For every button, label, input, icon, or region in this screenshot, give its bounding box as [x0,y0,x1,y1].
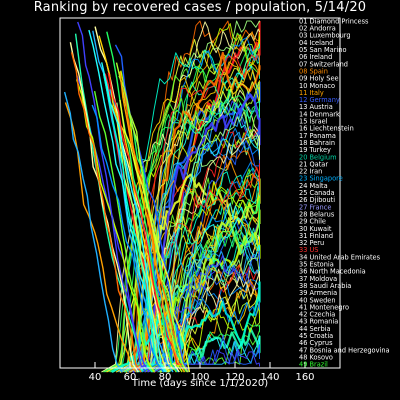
legend-entry: 20 Belgium [299,153,337,161]
legend-entry: 01 Diamond Princess [299,17,369,25]
legend-entry: 24 Malta [299,182,328,190]
series-line [121,48,260,373]
legend-entry: 27 France [299,203,331,211]
series-line [118,75,189,373]
legend-entry: 43 Romania [299,318,338,326]
legend-entry: 21 Qatar [299,160,328,168]
legend-entry: 31 Finland [299,232,333,240]
legend-entry: 14 Denmark [299,110,340,118]
legend-entry: 38 Saudi Arabia [299,282,351,290]
legend-entry: 04 Iceland [299,39,333,47]
series-line [129,111,260,373]
series-line [102,73,164,373]
series-line [157,161,260,373]
legend-entry: 26 Djibouti [299,196,335,204]
legend-entry: 23 Singapore [299,175,343,183]
legend-entry: 07 Switzerland [299,60,348,68]
chart-title: Ranking by recovered cases / population,… [33,0,367,15]
series-line [153,250,260,373]
series-line [127,168,260,373]
x-tick-label: 40 [89,372,102,383]
legend-entry: 39 Armenia [299,289,337,297]
legend-entry: 34 United Arab Emirates [299,253,381,261]
series-line [165,294,260,373]
series-line [144,197,260,373]
x-tick-label: 100 [190,372,209,383]
legend-entry: 47 Bosnia and Herzegovina [299,346,390,354]
x-tick-label: 140 [260,372,279,383]
series-line [119,99,191,373]
x-tick-label: 160 [295,372,314,383]
legend-entry: 25 Canada [299,189,335,197]
series-line [159,209,261,373]
legend-entry: 13 Austria [299,103,333,111]
series-line [144,174,260,373]
legend-entry: 03 Luxembourg [299,32,351,40]
series-line [64,102,137,373]
series-line [91,104,164,373]
legend-entry: 22 Iran [299,168,322,176]
legend-entry: 18 Bahrain [299,139,335,147]
legend-entry: 05 San Marino [299,46,346,54]
legend-entry: 44 Serbia [299,325,331,333]
series-line [77,21,150,373]
series-line [103,44,260,373]
legend-entry: 33 US [299,246,319,254]
legend-entry: 45 Croatia [299,332,333,340]
x-tick-label: 80 [159,372,172,383]
series-line [116,102,168,373]
series-line [163,324,260,373]
series-line [106,206,260,373]
legend-entry: 41 Montenegro [299,303,349,311]
legend-entry: 08 Spain [299,67,328,75]
legend-entry: 16 Liechtenstein [299,125,354,133]
legend-entry: 17 Panama [299,132,336,140]
series-line [129,257,260,373]
legend-entry: 28 Belarus [299,210,335,218]
legend-entry: 12 Germany [299,96,340,104]
series-line [132,93,261,373]
legend-entry: 10 Monaco [299,82,335,90]
series-line [106,31,178,373]
series-line [70,52,142,373]
series-line [121,20,260,373]
series-line [146,254,260,373]
x-axis: 40 60 80 100 120 140 160 [89,362,315,383]
series-lines [63,20,261,373]
series-line [113,38,260,373]
legend-entry: 35 Estonia [299,261,334,269]
legend-entry: 02 Andorra [299,25,336,33]
legend-entry: 48 Kosovo [299,353,333,361]
legend-entry: 42 Czechia [299,311,335,319]
legend-entry: 40 Sweden [299,296,336,304]
legend-entry: 37 Moldova [299,275,337,283]
series-line [63,91,123,373]
legend-entry: 11 Italy [299,89,324,97]
series-line [101,62,167,373]
series-line [136,128,260,373]
series-line [102,98,260,373]
legend-entry: 30 Kuwait [299,225,332,233]
legend-entry: 09 Holy See [299,75,339,83]
legend-entry: 06 Ireland [299,53,332,61]
legend-entry: 46 Cyprus [299,339,333,347]
x-axis-label: Time (days since 1/1/2020) [131,378,269,389]
x-tick-label: 60 [124,372,137,383]
series-line [93,90,154,373]
legend-entry: 36 North Macedonia [299,268,366,276]
legend-entry: 49 Brazil [299,361,328,369]
legend-entry: 19 Turkey [299,146,331,154]
legend-entry: 29 Chile [299,218,326,226]
series-line [119,71,186,373]
series-line [98,35,177,373]
series-line [154,217,260,373]
series-line [137,111,260,373]
x-tick-label: 120 [225,372,244,383]
series-line [110,281,261,373]
series-line [150,92,260,373]
legend-entry: 15 Israel [299,118,328,126]
legend-entry: 32 Peru [299,239,324,247]
